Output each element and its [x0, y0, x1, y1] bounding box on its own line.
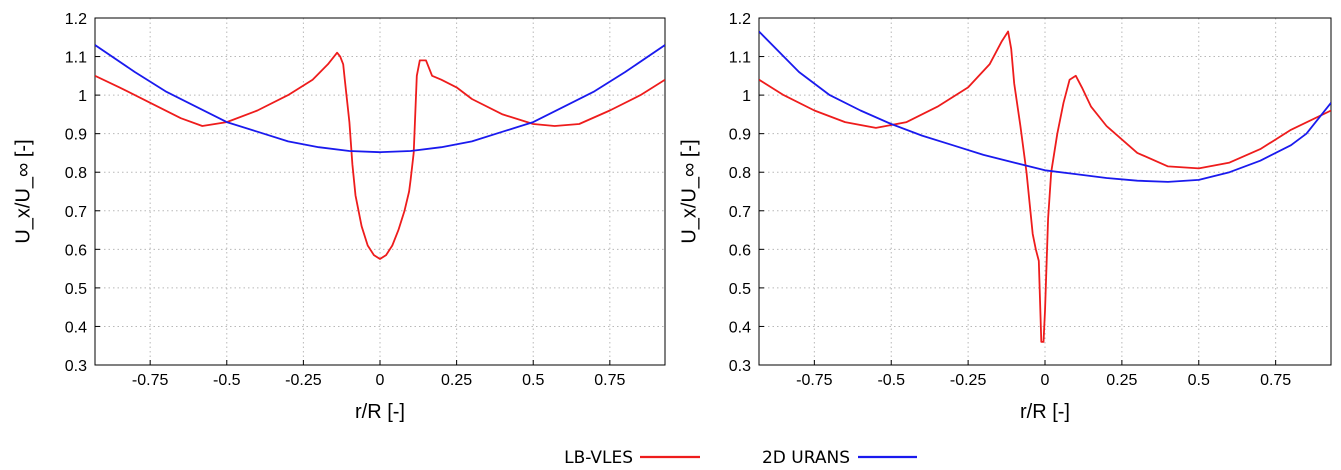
y-tick-label: 1	[78, 88, 87, 105]
y-tick-label: 1.1	[65, 50, 87, 67]
y-tick-label: 0.6	[65, 242, 87, 259]
y-tick-label: 0.9	[65, 127, 87, 144]
x-tick-label: -0.25	[285, 372, 322, 389]
y-tick-label: 1.2	[65, 11, 87, 28]
series-line-2d-urans	[95, 44, 665, 154]
legend: LB-VLES 2D URANS	[564, 448, 917, 468]
x-axis-label: r/R [-]	[1020, 401, 1070, 423]
x-tick-label: 0.5	[1188, 372, 1210, 389]
y-axis-label: U_x/U_∞ [-]	[12, 139, 34, 243]
plot-frame	[94, 17, 666, 366]
x-tick-label: -0.5	[213, 372, 241, 389]
y-tick-label: 0.7	[729, 204, 751, 221]
y-tick-label: 0.5	[65, 281, 87, 298]
x-tick-label: 0	[1041, 372, 1050, 389]
chart-right: -0.75 -0.5 -0.25 0 0.25 0.5 0.75 0.3 0.4 0.5 0.6 0.…	[678, 11, 1332, 423]
series-line-lb-vles	[95, 51, 665, 260]
y-tick-label: 0.9	[729, 127, 751, 144]
x-tick-label: -0.25	[950, 372, 987, 389]
x-tick-label: 0.75	[594, 372, 625, 389]
series-line-lb-vles	[759, 30, 1331, 343]
y-tick-label: 0.6	[729, 242, 751, 259]
y-tick-label: 0.8	[729, 165, 751, 182]
x-axis-label: r/R [-]	[355, 401, 405, 423]
legend-label-lb-vles: LB-VLES	[564, 448, 633, 468]
chart-left: -0.75 -0.5 -0.25 0 0.25 0.5 0.75 0.3 0.4 0.5 0.6 0.…	[12, 11, 666, 423]
y-tick-label: 0.4	[729, 319, 751, 336]
x-tick-label: -0.75	[132, 372, 169, 389]
legend-label-2d-urans: 2D URANS	[762, 448, 850, 468]
y-tick-label: 0.5	[729, 281, 751, 298]
y-tick-label: 0.3	[729, 358, 751, 375]
y-tick-label: 0.3	[65, 358, 87, 375]
y-tick-label: 0.8	[65, 165, 87, 182]
x-tick-label: 0.75	[1260, 372, 1291, 389]
y-tick-label: 0.7	[65, 204, 87, 221]
y-tick-label: 0.4	[65, 319, 87, 336]
x-tick-label: 0.25	[441, 372, 472, 389]
x-tick-label: 0.25	[1106, 372, 1137, 389]
y-tick-label: 1	[742, 88, 751, 105]
x-tick-label: -0.75	[796, 372, 833, 389]
x-tick-label: 0.5	[522, 372, 544, 389]
x-tick-label: -0.5	[877, 372, 905, 389]
series-line-2d-urans	[759, 30, 1331, 183]
x-tick-label: 0	[376, 372, 385, 389]
y-axis-label: U_x/U_∞ [-]	[678, 139, 700, 243]
y-tick-label: 1.2	[729, 11, 751, 28]
y-tick-label: 1.1	[729, 50, 751, 67]
